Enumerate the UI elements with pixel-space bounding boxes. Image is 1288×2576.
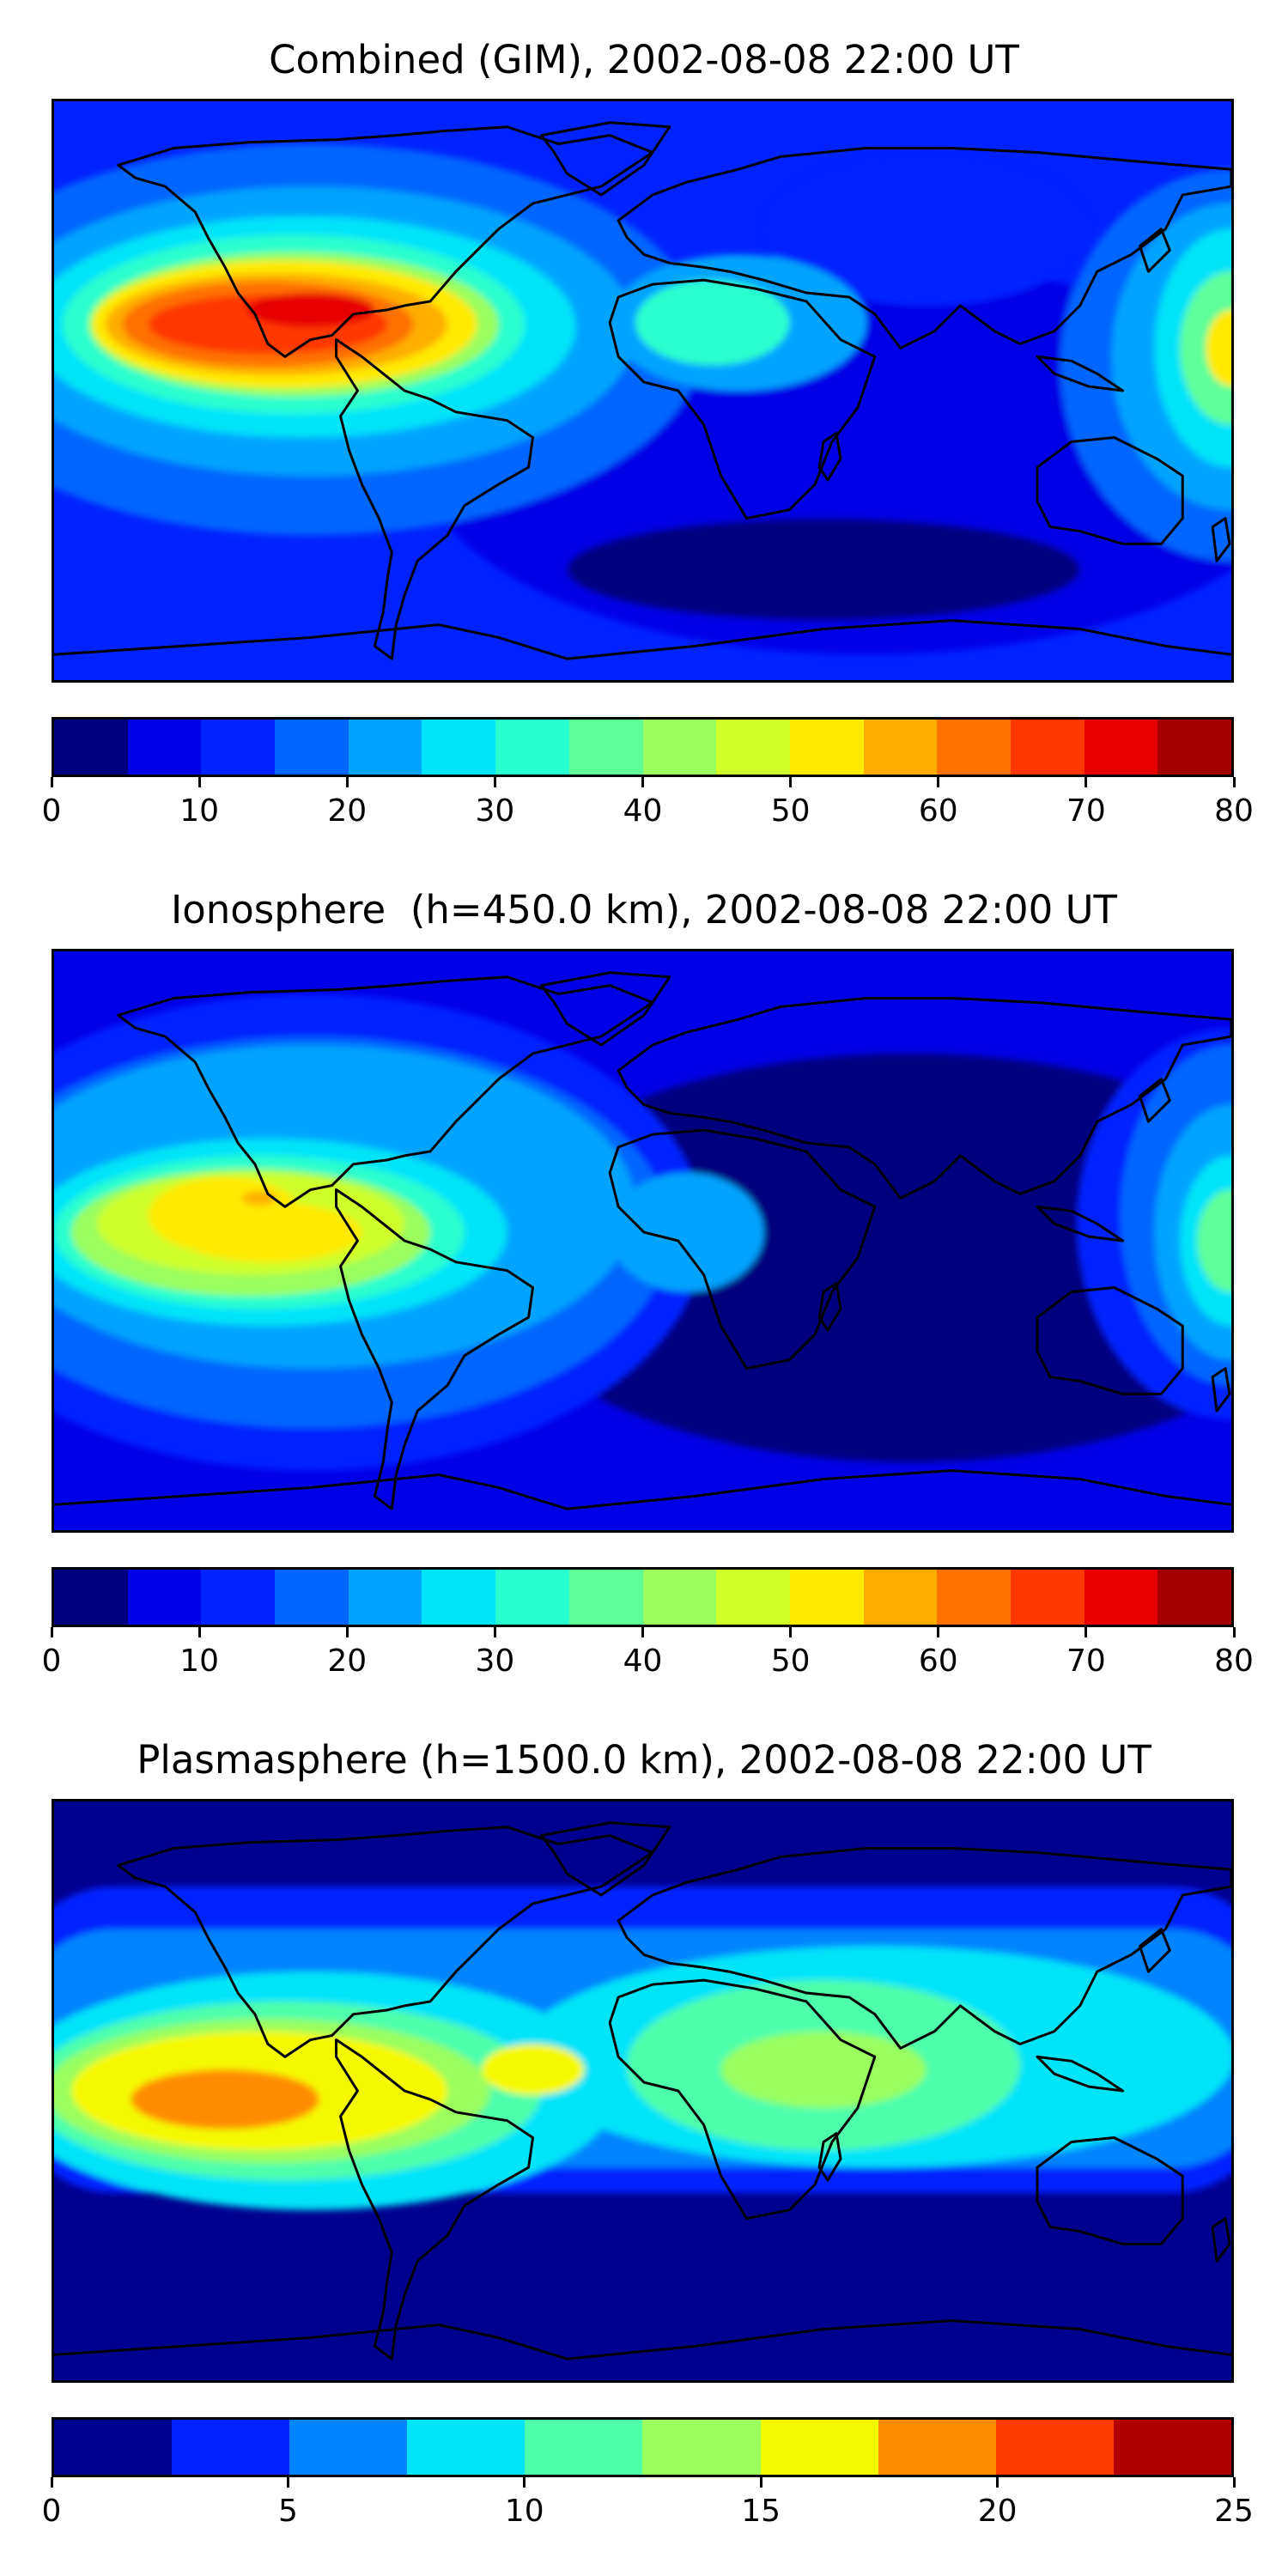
colorbar-segment xyxy=(275,720,349,775)
colorbar-segment xyxy=(127,1570,202,1625)
colorbar-tick-label: 30 xyxy=(475,793,515,829)
map-combined-svg xyxy=(54,101,1231,680)
colorbar-segment xyxy=(525,2420,643,2475)
colorbar-segment xyxy=(1157,1570,1231,1625)
map-ionosphere xyxy=(52,949,1234,1533)
panel-title-ionosphere: Ionosphere (h=450.0 km), 2002-08-08 22:0… xyxy=(170,887,1118,933)
colorbar-segment xyxy=(495,720,569,775)
colorbar-segment xyxy=(789,1570,864,1625)
colorbar-segment xyxy=(348,720,422,775)
colorbar-segment xyxy=(642,2420,761,2475)
colorbar-ticks-plasmasphere: 0 5 10 15 20 25 xyxy=(42,2477,1254,2529)
colorbar-segment xyxy=(760,2420,878,2475)
colorbar-segment xyxy=(789,720,864,775)
colorbar-segment xyxy=(54,2420,173,2475)
colorbar-segment xyxy=(289,2420,408,2475)
colorbar-segment xyxy=(1084,1570,1158,1625)
map-plasmasphere-svg xyxy=(54,1801,1231,2380)
colorbar-segment xyxy=(878,2420,996,2475)
colorbar-segment xyxy=(348,1570,422,1625)
colorbar-segment xyxy=(568,1570,643,1625)
colorbar-segment xyxy=(1084,720,1158,775)
colorbar-segment xyxy=(863,720,938,775)
colorbar-tick-label: 40 xyxy=(623,1643,663,1679)
colorbar-segment xyxy=(201,720,276,775)
colorbar-segment xyxy=(127,720,202,775)
colorbar-tick-label: 10 xyxy=(179,793,220,829)
colorbar-tick-label: 10 xyxy=(504,2494,544,2529)
map-combined xyxy=(52,99,1234,683)
colorbar-segment xyxy=(642,1570,717,1625)
colorbar-segment xyxy=(54,720,128,775)
colorbar-tick-label: 10 xyxy=(179,1643,220,1679)
colorbar-segment xyxy=(201,1570,276,1625)
colorbar-tick-label: 0 xyxy=(41,793,62,829)
colorbar-tick-label: 50 xyxy=(770,793,811,829)
colorbar-segment xyxy=(716,1570,790,1625)
colorbar-tick-label: 0 xyxy=(41,2494,62,2529)
colorbar-segment xyxy=(995,2420,1114,2475)
colorbar-tick-label: 20 xyxy=(327,793,368,829)
colorbar-segment xyxy=(407,2420,526,2475)
colorbar-segment xyxy=(275,1570,349,1625)
panel-title-plasmasphere: Plasmasphere (h=1500.0 km), 2002-08-08 2… xyxy=(137,1737,1151,1783)
colorbar-ticks-ionosphere: 0 10 20 30 40 50 60 70 80 xyxy=(42,1627,1254,1679)
colorbar-segment xyxy=(422,1570,496,1625)
colorbar-tick-label: 50 xyxy=(770,1643,811,1679)
map-plasmasphere xyxy=(52,1799,1234,2383)
colorbar-segment xyxy=(1010,720,1084,775)
map-ionosphere-svg xyxy=(54,951,1231,1530)
colorbar-tick-label: 15 xyxy=(741,2494,781,2529)
colorbar-tick-label: 5 xyxy=(277,2494,298,2529)
colorbar-segment xyxy=(1157,720,1231,775)
colorbar-segment xyxy=(642,720,717,775)
colorbar-tick-label: 70 xyxy=(1066,1643,1106,1679)
colorbar-ionosphere xyxy=(52,1567,1234,1627)
colorbar-tick-label: 30 xyxy=(475,1643,515,1679)
colorbar-segment xyxy=(568,720,643,775)
colorbar-plasmasphere xyxy=(52,2417,1234,2477)
colorbar-tick-label: 25 xyxy=(1214,2494,1254,2529)
colorbar-segment xyxy=(937,1570,1011,1625)
colorbar-tick-label: 80 xyxy=(1214,1643,1254,1679)
colorbar-tick-label: 0 xyxy=(41,1643,62,1679)
colorbar-segment xyxy=(863,1570,938,1625)
colorbar-segment xyxy=(495,1570,569,1625)
colorbar-tick-label: 60 xyxy=(918,793,958,829)
colorbar-tick-label: 80 xyxy=(1214,793,1254,829)
colorbar-combined xyxy=(52,717,1234,777)
colorbar-segment xyxy=(54,1570,128,1625)
colorbar-tick-label: 40 xyxy=(623,793,663,829)
colorbar-tick-label: 20 xyxy=(327,1643,368,1679)
colorbar-segment xyxy=(937,720,1011,775)
colorbar-segment xyxy=(172,2420,290,2475)
colorbar-segment xyxy=(1010,1570,1084,1625)
colorbar-ticks-combined: 0 10 20 30 40 50 60 70 80 xyxy=(42,777,1254,829)
colorbar-segment xyxy=(422,720,496,775)
colorbar-segment xyxy=(716,720,790,775)
panel-title-combined: Combined (GIM), 2002-08-08 22:00 UT xyxy=(269,37,1019,82)
colorbar-segment xyxy=(1113,2420,1231,2475)
colorbar-tick-label: 20 xyxy=(977,2494,1018,2529)
colorbar-tick-label: 60 xyxy=(918,1643,958,1679)
colorbar-tick-label: 70 xyxy=(1066,793,1106,829)
